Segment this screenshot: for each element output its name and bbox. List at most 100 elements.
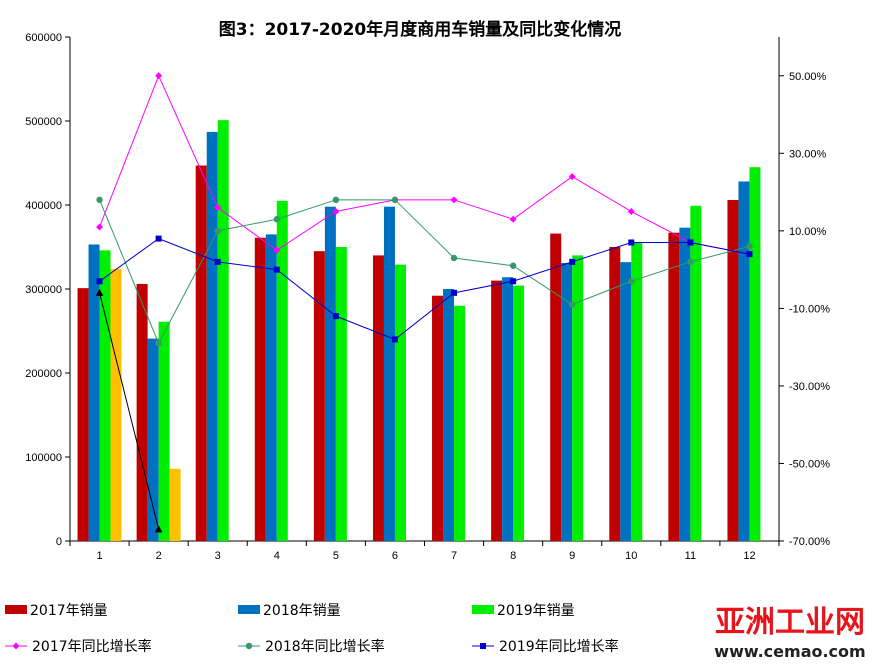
bar [749, 167, 761, 541]
line-marker [95, 288, 104, 296]
legend-label: 2019年同比增长率 [499, 638, 619, 655]
line-marker [450, 196, 458, 204]
bar [383, 206, 395, 541]
x-tick-label: 6 [392, 550, 398, 562]
line-marker [628, 278, 635, 285]
bar [372, 255, 384, 541]
bar [690, 205, 702, 541]
line-marker [451, 289, 458, 296]
right-tick-label: 30.00% [789, 148, 827, 160]
x-tick-label: 2 [156, 550, 162, 562]
bar [313, 251, 325, 541]
bar [609, 247, 621, 541]
bar [572, 255, 584, 541]
line-marker [332, 207, 340, 215]
line-marker [155, 340, 162, 347]
legend-swatch [238, 605, 260, 614]
legend-marker [480, 643, 486, 649]
bar [668, 232, 680, 541]
legend-marker [12, 642, 20, 650]
bar [217, 120, 229, 541]
line-marker [509, 262, 517, 269]
bar [631, 242, 643, 542]
line-marker [155, 235, 162, 242]
right-tick-label: 50.00% [789, 71, 827, 83]
legend-label: 2019年销量 [497, 603, 575, 619]
bar [136, 283, 148, 541]
legend-marker [245, 642, 253, 650]
legend-swatch [472, 605, 494, 614]
line-marker [273, 266, 280, 273]
watermark-background [705, 597, 877, 665]
line-marker [569, 301, 576, 308]
bar [324, 206, 336, 541]
line-marker [96, 278, 103, 285]
bar [502, 277, 514, 541]
line-marker [687, 258, 694, 266]
line-marker [273, 216, 280, 223]
bar [738, 181, 750, 542]
watermark-url: www.cemao.com [714, 642, 865, 661]
right-tick-label: -70.00% [789, 536, 830, 548]
line-marker [214, 227, 221, 235]
series-line [99, 199, 750, 345]
bar [110, 268, 122, 541]
bar [265, 234, 277, 541]
bar [513, 285, 525, 541]
series-line [99, 74, 750, 255]
bar [169, 468, 181, 541]
left-tick-label: 0 [56, 536, 62, 548]
bar [727, 199, 739, 541]
line-marker [214, 258, 221, 265]
line-marker [569, 258, 576, 265]
x-tick-label: 7 [451, 550, 457, 562]
x-tick-label: 4 [274, 550, 280, 562]
legend-label: 2018年销量 [263, 603, 341, 619]
bar [432, 295, 444, 541]
line-marker [509, 215, 517, 223]
bar [561, 262, 573, 541]
line-marker [273, 246, 281, 254]
watermark-logo-text: 亚洲工业网 [715, 605, 865, 640]
x-tick-label: 10 [625, 550, 637, 562]
line-marker [154, 525, 163, 533]
bar [620, 262, 632, 541]
right-tick-label: -10.00% [789, 303, 830, 315]
line-marker [510, 278, 517, 285]
bar [491, 280, 503, 541]
line-marker [332, 313, 339, 320]
bar [454, 305, 466, 541]
legend-swatch [5, 605, 27, 614]
bar [206, 131, 218, 542]
legend-label: 2018年同比增长率 [265, 638, 385, 655]
right-tick-label: -30.00% [789, 381, 830, 393]
line-marker [391, 196, 399, 204]
plot-area: 0 100000 200000 300000 400000 500000 600000 -70… [25, 32, 830, 562]
line-marker [627, 207, 635, 215]
series-line [99, 292, 160, 530]
bar [195, 165, 207, 541]
bar [394, 264, 406, 541]
x-tick-label: 5 [333, 550, 339, 562]
line-marker [628, 239, 635, 246]
right-tick-label: -50.00% [789, 458, 830, 470]
bar [276, 200, 288, 542]
x-tick-label: 3 [215, 550, 221, 562]
x-tick-label: 11 [685, 550, 696, 562]
x-tick-label: 9 [569, 550, 575, 562]
left-tick-label: 400000 [25, 200, 62, 212]
x-tick-label: 8 [510, 550, 516, 562]
left-tick-label: 200000 [25, 368, 62, 380]
line-marker [96, 196, 103, 204]
line-marker [568, 173, 576, 181]
line-marker [96, 223, 104, 231]
bar [88, 244, 100, 542]
bar [147, 338, 159, 541]
left-tick-label: 300000 [25, 284, 62, 296]
bar [99, 250, 111, 542]
bar [443, 289, 455, 541]
watermark-logo: 亚洲工业网 www.cemao.com [705, 597, 877, 665]
chart-title: 图3：2017-2020年月度商用车销量及同比变化情况 [219, 19, 622, 40]
line-marker [214, 204, 222, 212]
line-marker [450, 254, 458, 262]
